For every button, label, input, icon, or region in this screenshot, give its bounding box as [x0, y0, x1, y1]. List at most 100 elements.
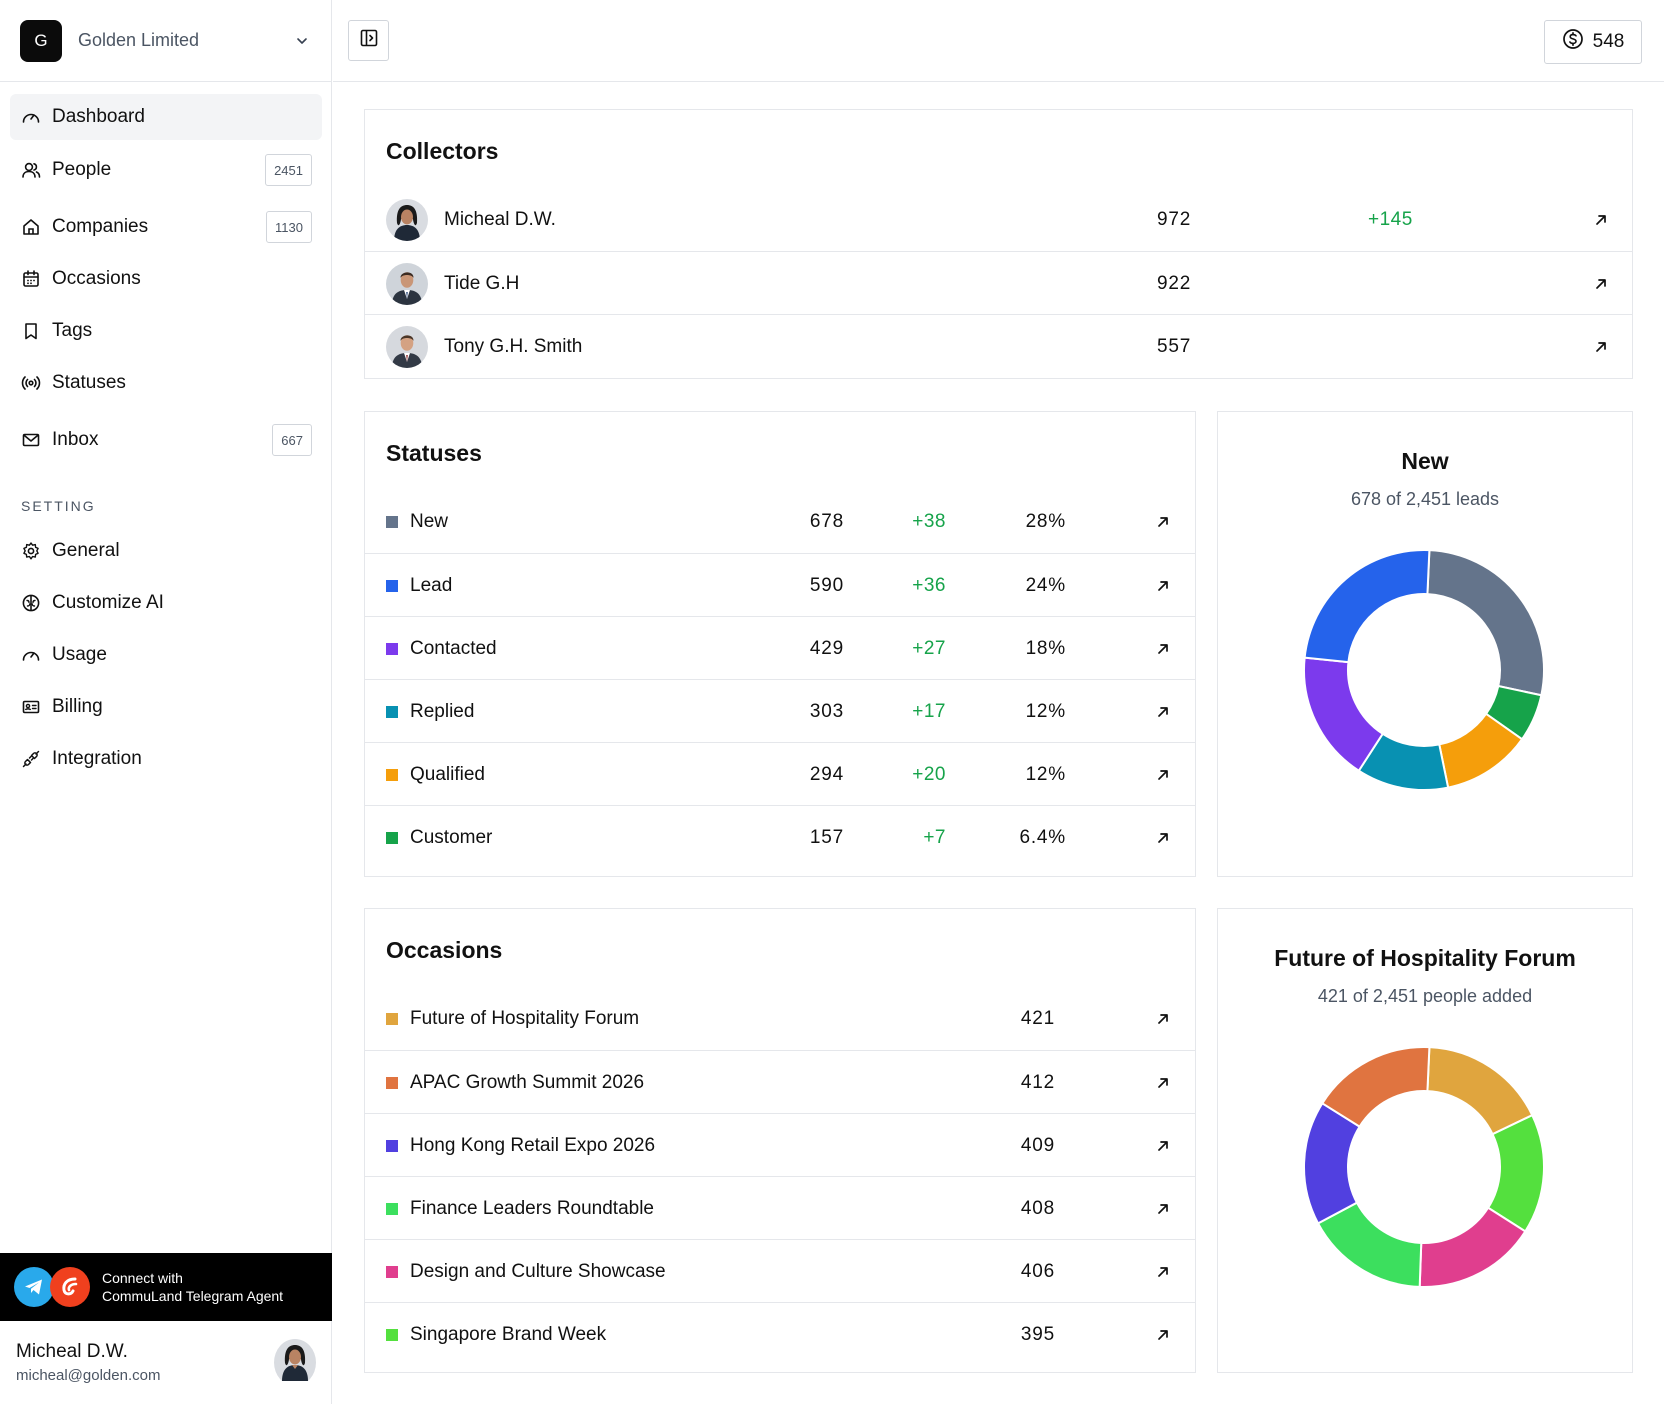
status-donut-chart: [1303, 549, 1545, 791]
status-percent: 18%: [1025, 637, 1066, 659]
table-row[interactable]: Finance Leaders Roundtable 408: [365, 1176, 1195, 1239]
nav-item-usage[interactable]: Usage: [10, 632, 322, 678]
arrow-up-right-icon[interactable]: [1155, 490, 1171, 553]
occasion-name: Hong Kong Retail Expo 2026: [410, 1134, 656, 1156]
status-value: 294: [809, 763, 844, 785]
mail-icon: [20, 429, 42, 451]
occasion-value: 421: [1020, 1007, 1055, 1029]
nav-item-label: People: [52, 159, 112, 180]
donut-slice-new[interactable]: [1426, 549, 1545, 697]
sidebar: G Golden Limited Dashboard People 2451 C…: [0, 0, 332, 1404]
nav-item-statuses[interactable]: Statuses: [10, 360, 322, 406]
arrow-up-right-icon[interactable]: [1593, 188, 1609, 251]
arrow-up-right-icon[interactable]: [1155, 554, 1171, 617]
donut-slice-future-of-hospitality-forum[interactable]: [1426, 1046, 1534, 1136]
card-title: Collectors: [386, 138, 499, 164]
collector-delta: +145: [1368, 208, 1413, 230]
occasion-donut-chart: [1303, 1046, 1545, 1288]
donut-slice-lead[interactable]: [1303, 549, 1431, 664]
nav-item-dashboard[interactable]: Dashboard: [10, 94, 322, 140]
arrow-up-right-icon[interactable]: [1155, 1114, 1171, 1177]
table-row[interactable]: Future of Hospitality Forum 421: [365, 987, 1195, 1050]
credits-button[interactable]: 548: [1544, 20, 1642, 64]
arrow-up-right-icon[interactable]: [1155, 987, 1171, 1050]
avatar[interactable]: [274, 1339, 316, 1386]
occasion-name: Singapore Brand Week: [410, 1323, 607, 1345]
donut-slice-contacted[interactable]: [1303, 656, 1385, 773]
status-percent: 6.4%: [1019, 826, 1066, 848]
telegram-line-2: CommuLand Telegram Agent: [102, 1288, 284, 1304]
home-icon: [20, 216, 42, 238]
status-name: Replied: [410, 700, 475, 722]
org-switcher[interactable]: G Golden Limited: [0, 0, 332, 82]
table-row[interactable]: New 678 +38 28%: [365, 490, 1195, 553]
occasion-swatch: [386, 1240, 398, 1303]
sidebar-toggle-button[interactable]: [348, 20, 389, 61]
status-delta: +36: [912, 574, 946, 596]
gear-icon: [20, 540, 42, 562]
arrow-up-right-icon[interactable]: [1155, 1051, 1171, 1114]
donut-title: New: [1401, 448, 1449, 474]
donut-slice-apac-growth-summit-2026[interactable]: [1320, 1046, 1431, 1129]
arrow-up-right-icon[interactable]: [1155, 1240, 1171, 1303]
nav-item-label: Customize AI: [52, 592, 164, 613]
table-row[interactable]: Tide G.H 922: [365, 251, 1632, 314]
nav-item-label: General: [52, 540, 120, 561]
telegram-icons: [14, 1265, 94, 1309]
collector-name: Tide G.H: [444, 272, 520, 294]
nav-item-integration[interactable]: Integration: [10, 736, 322, 782]
table-row[interactable]: Qualified 294 +20 12%: [365, 742, 1195, 805]
nav-item-people[interactable]: People 2451: [10, 147, 322, 193]
status-swatch: [386, 617, 398, 680]
status-delta: +20: [912, 763, 946, 785]
nav-item-occasions[interactable]: Occasions: [10, 256, 322, 302]
occasion-value: 395: [1020, 1323, 1055, 1345]
occasion-value: 406: [1020, 1260, 1055, 1282]
table-row[interactable]: Hong Kong Retail Expo 2026 409: [365, 1113, 1195, 1176]
table-row[interactable]: Micheal D.W. 972 +145: [365, 188, 1632, 251]
table-row[interactable]: Replied 303 +17 12%: [365, 679, 1195, 742]
org-logo: G: [20, 19, 62, 62]
nav-item-general[interactable]: General: [10, 528, 322, 574]
top-bar: 548: [333, 0, 1664, 82]
status-value: 590: [809, 574, 844, 596]
status-percent: 28%: [1025, 510, 1066, 532]
arrow-up-right-icon[interactable]: [1593, 315, 1609, 378]
telegram-connect-banner[interactable]: Connect with CommuLand Telegram Agent: [0, 1253, 332, 1321]
arrow-up-right-icon[interactable]: [1155, 680, 1171, 743]
status-percent: 12%: [1025, 700, 1066, 722]
occasion-name: Future of Hospitality Forum: [410, 1007, 640, 1029]
occasion-swatch: [386, 987, 398, 1050]
table-row[interactable]: Customer 157 +7 6.4%: [365, 805, 1195, 868]
table-row[interactable]: APAC Growth Summit 2026 412: [365, 1050, 1195, 1113]
table-row[interactable]: Lead 590 +36 24%: [365, 553, 1195, 616]
nav-item-billing[interactable]: Billing: [10, 684, 322, 730]
collectors-card: Collectors Micheal D.W. 972 +145 Tide G.…: [364, 109, 1633, 379]
nav-item-inbox[interactable]: Inbox 667: [10, 417, 322, 463]
commuland-icon: [50, 1267, 90, 1307]
table-row[interactable]: Tony G.H. Smith 557: [365, 314, 1632, 377]
occasion-value: 408: [1020, 1197, 1055, 1219]
arrow-up-right-icon[interactable]: [1155, 1177, 1171, 1240]
arrow-up-right-icon[interactable]: [1155, 1303, 1171, 1366]
plug-icon: [20, 748, 42, 770]
collector-name: Tony G.H. Smith: [444, 335, 583, 357]
user-profile[interactable]: Micheal D.W. micheal@golden.com: [0, 1321, 332, 1404]
arrow-up-right-icon[interactable]: [1155, 743, 1171, 806]
org-name: Golden Limited: [78, 30, 200, 50]
table-row[interactable]: Design and Culture Showcase 406: [365, 1239, 1195, 1302]
nav-item-companies[interactable]: Companies 1130: [10, 204, 322, 250]
arrow-up-right-icon[interactable]: [1155, 806, 1171, 869]
table-row[interactable]: Singapore Brand Week 395: [365, 1302, 1195, 1365]
occasion-name: APAC Growth Summit 2026: [410, 1071, 645, 1093]
telegram-icon: [14, 1267, 54, 1307]
table-row[interactable]: Contacted 429 +27 18%: [365, 616, 1195, 679]
arrow-up-right-icon[interactable]: [1155, 617, 1171, 680]
nav-item-tags[interactable]: Tags: [10, 308, 322, 354]
occasion-value: 409: [1020, 1134, 1055, 1156]
status-swatch: [386, 554, 398, 617]
arrow-up-right-icon[interactable]: [1593, 252, 1609, 315]
nav-item-customize-ai[interactable]: Customize AI: [10, 580, 322, 626]
status-name: Lead: [410, 574, 453, 596]
occasion-name: Design and Culture Showcase: [410, 1260, 666, 1282]
